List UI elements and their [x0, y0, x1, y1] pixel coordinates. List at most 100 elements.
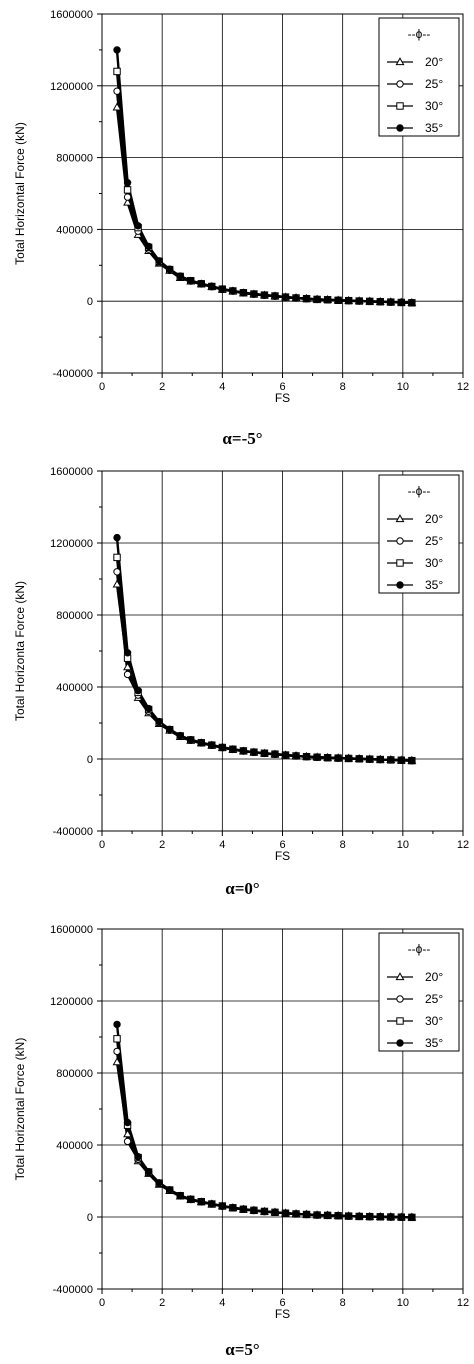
y-axis-title: Total Horizontal Force (kN)	[13, 122, 27, 265]
data-point-series-4	[155, 257, 163, 265]
y-tick-label: 800000	[56, 610, 93, 622]
data-point-series-4	[408, 756, 416, 765]
data-point-series-1	[112, 1057, 122, 1066]
data-point-series-4	[134, 1153, 142, 1161]
data-point-series-4	[271, 1208, 279, 1217]
data-point-series-4	[281, 751, 290, 759]
legend-box	[378, 932, 460, 1052]
data-point-series-4	[229, 1203, 237, 1212]
series-line-2	[115, 1051, 412, 1219]
data-point-series-4	[302, 294, 311, 303]
y-tick-label: 800000	[56, 153, 93, 165]
x-tick-label: 10	[397, 381, 409, 393]
legend-title: --ϕ--	[408, 27, 431, 41]
panel-caption: α=5°	[225, 1340, 259, 1359]
x-tick-label: 4	[219, 1297, 225, 1309]
x-tick-label: 2	[159, 839, 165, 851]
data-point-series-4	[366, 1212, 374, 1221]
data-point-series-4	[376, 298, 384, 306]
data-point-series-4	[144, 704, 153, 713]
data-point-series-4	[239, 1205, 248, 1213]
data-point-series-4	[187, 276, 195, 285]
data-point-series-1	[112, 102, 122, 111]
x-tick-label: 0	[99, 839, 105, 851]
data-point-series-4	[408, 1213, 416, 1222]
data-point-series-4	[208, 741, 216, 749]
legend-label-2: 25°	[425, 992, 443, 1006]
x-axis-title: FS	[275, 1307, 290, 1321]
data-point-series-4	[144, 242, 153, 251]
data-point-series-4	[302, 752, 311, 761]
data-point-series-4	[260, 1207, 269, 1216]
data-point-series-4	[239, 747, 248, 755]
legend-title: --ϕ--	[408, 942, 431, 956]
data-point-series-4	[197, 738, 205, 747]
legend-marker-3	[396, 102, 404, 110]
data-point-series-4	[334, 754, 342, 762]
data-point-series-4	[355, 297, 363, 305]
data-point-series-4	[113, 1020, 121, 1029]
data-point-series-4	[218, 1202, 227, 1210]
data-point-series-4	[176, 731, 184, 740]
data-point-series-4	[123, 179, 132, 187]
series-line-2	[115, 571, 412, 762]
x-tick-label: 6	[279, 1297, 285, 1309]
data-point-series-4	[313, 1211, 321, 1219]
y-tick-label: 0	[87, 754, 93, 766]
data-point-series-1	[123, 662, 133, 671]
legend-label-1: 20°	[425, 55, 443, 69]
data-point-series-4	[334, 1212, 342, 1220]
legend-label-2: 25°	[425, 77, 443, 91]
legend-title: --ϕ--	[408, 484, 431, 498]
legend-marker-1	[395, 57, 405, 66]
data-point-series-4	[250, 1206, 258, 1215]
data-point-series-4	[123, 649, 132, 657]
data-point-series-4	[155, 717, 163, 726]
x-tick-label: 8	[340, 1297, 346, 1309]
x-tick-label: 12	[457, 381, 469, 393]
data-point-series-4	[292, 294, 300, 302]
legend-label-4: 35°	[425, 1036, 443, 1050]
chart-panel-3: 0 2 4 6 8 10 12 -400000 0 400000 800000 1200000 1600…	[13, 924, 469, 1359]
series-line-1	[115, 1062, 412, 1219]
x-tick-label: 12	[457, 839, 469, 851]
data-point-series-4	[408, 299, 416, 307]
series-line-4	[115, 1024, 412, 1219]
data-point-series-4	[344, 1212, 353, 1220]
data-point-series-4	[197, 1198, 205, 1206]
data-point-series-4	[134, 686, 142, 695]
data-point-series-4	[187, 736, 195, 744]
data-point-series-4	[334, 296, 342, 305]
y-tick-label: -400000	[53, 1284, 93, 1296]
data-point-series-4	[387, 298, 395, 306]
legend-box	[378, 17, 460, 137]
legend-label-1: 20°	[425, 512, 443, 526]
x-tick-label: 0	[99, 1297, 105, 1309]
data-point-series-4	[218, 743, 227, 751]
data-point-series-3	[113, 1035, 121, 1043]
data-point-series-4	[366, 297, 374, 306]
data-point-series-4	[229, 287, 237, 295]
legend-marker-4	[396, 1039, 404, 1047]
x-tick-label: 0	[99, 381, 105, 393]
data-point-series-4	[397, 298, 406, 307]
y-tick-label: 1600000	[50, 9, 93, 21]
data-point-series-4	[323, 754, 332, 762]
x-tick-label: 6	[279, 381, 285, 393]
data-point-series-4	[292, 752, 300, 760]
data-point-series-1	[123, 197, 133, 206]
x-axis-title: FS	[275, 849, 290, 863]
data-point-series-4	[344, 754, 353, 763]
data-point-series-4	[313, 295, 321, 304]
series-line-3	[115, 1038, 412, 1219]
series-line-4	[115, 537, 412, 762]
series-line-1	[115, 107, 412, 304]
legend-label-4: 35°	[425, 121, 443, 135]
data-point-series-4	[387, 756, 395, 764]
data-point-series-4	[250, 748, 258, 756]
x-tick-label: 12	[457, 1297, 469, 1309]
data-point-series-4	[208, 1200, 216, 1208]
x-tick-label: 8	[340, 839, 346, 851]
x-tick-label: 10	[397, 1297, 409, 1309]
